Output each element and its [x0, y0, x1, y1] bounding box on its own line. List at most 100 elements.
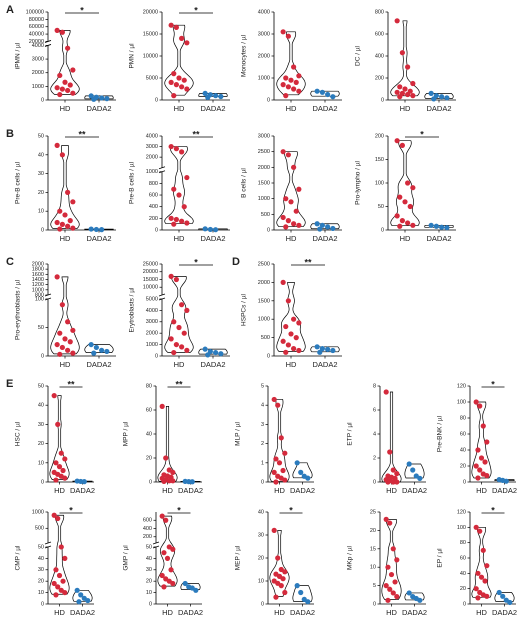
data-point: [399, 218, 405, 224]
y-axis-label: MLP / µl: [235, 422, 242, 446]
data-point: [70, 67, 76, 73]
data-point: [405, 91, 411, 98]
data-point: [330, 94, 336, 100]
y-tick-label: 20000: [29, 39, 44, 45]
y-tick-label: 10: [258, 578, 264, 584]
y-axis-label: MEP / µl: [235, 545, 242, 570]
data-point: [159, 403, 165, 409]
y-tick-label: 1000: [32, 287, 44, 293]
data-point: [53, 477, 59, 483]
data-point: [283, 196, 289, 202]
data-point: [500, 593, 506, 599]
y-tick-label: 20: [460, 463, 466, 469]
x-tick-label: DADA2: [492, 486, 517, 495]
axis-break: [152, 541, 160, 545]
x-tick-label: DADA2: [178, 608, 203, 617]
panel: PMN / µl 0 5000 10000 15000 20000 HD DADA2 *: [129, 5, 230, 113]
significance: **: [192, 129, 200, 139]
data-point: [173, 146, 179, 152]
y-tick-label: 100: [457, 399, 466, 405]
x-tick-label: HD: [274, 608, 285, 617]
data-point: [477, 467, 483, 473]
data-point: [478, 455, 485, 461]
data-point: [189, 479, 195, 485]
y-tick-label: 0: [41, 601, 44, 607]
x-tick-label: DADA2: [70, 486, 95, 495]
data-point: [285, 152, 291, 158]
data-point: [402, 199, 408, 205]
y-tick-label: 0: [463, 479, 466, 485]
data-point: [385, 479, 391, 485]
x-tick-label: DADA2: [402, 486, 427, 495]
y-tick-label: 30: [38, 567, 44, 573]
data-point: [397, 194, 403, 200]
data-point: [54, 85, 60, 91]
data-point: [159, 513, 165, 519]
data-point: [482, 459, 488, 465]
data-point: [171, 186, 177, 192]
y-tick-label: 0: [373, 601, 376, 607]
data-point: [205, 352, 211, 358]
data-point: [428, 90, 434, 96]
panel: MKp / µl 0 5 10 15 20 25 HD DADA2: [347, 509, 427, 617]
y-tick-label: 2000: [146, 331, 158, 337]
x-tick-label: HD: [174, 104, 185, 113]
y-tick-label: 0: [41, 353, 44, 359]
violin: [164, 146, 194, 224]
data-point: [431, 96, 437, 102]
data-point: [275, 555, 281, 561]
data-point: [53, 592, 59, 598]
data-point: [168, 79, 174, 85]
data-point: [280, 467, 286, 474]
y-tick-label: 2500: [258, 261, 270, 267]
data-point: [325, 346, 331, 352]
y-tick-label: 2000: [32, 261, 44, 267]
data-point: [390, 467, 396, 473]
y-tick-label: 3: [261, 422, 264, 428]
y-tick-label: 0: [463, 601, 466, 607]
x-tick-label: HD: [476, 608, 487, 617]
data-point: [475, 570, 481, 576]
data-point: [53, 567, 59, 573]
x-tick-label: DADA2: [178, 486, 203, 495]
data-point: [81, 479, 87, 485]
y-tick-label: 40: [38, 152, 44, 158]
x-tick-label: HD: [60, 360, 71, 369]
data-point: [405, 220, 411, 226]
data-point: [397, 94, 403, 100]
y-tick-label: 80: [146, 383, 152, 389]
data-point: [394, 557, 400, 563]
y-tick-label: 60: [460, 555, 466, 561]
data-point: [93, 226, 99, 233]
data-point: [288, 331, 294, 337]
x-tick-label: DADA2: [492, 608, 517, 617]
data-point: [390, 546, 396, 552]
data-point: [271, 396, 277, 403]
y-tick-label: 100: [457, 525, 466, 531]
data-point: [207, 226, 213, 233]
data-point: [285, 218, 291, 224]
data-point: [173, 216, 179, 223]
data-point: [405, 64, 411, 70]
y-tick-label: 3000: [258, 31, 270, 37]
y-tick-label: 40: [460, 447, 466, 453]
y-axis-label: Monocytes / µl: [241, 34, 248, 77]
data-point: [319, 89, 325, 95]
data-point: [202, 346, 208, 352]
violin: [198, 93, 228, 97]
data-point: [278, 435, 284, 441]
data-point: [181, 77, 187, 83]
data-point: [99, 227, 105, 233]
violin: [180, 583, 201, 590]
y-tick-label: 20: [146, 455, 152, 461]
data-point: [173, 24, 179, 30]
panel: Erytroblasts / µl 0 1000 2000 3000 4000 5000 10…: [129, 257, 230, 369]
y-tick-label: 0: [381, 227, 384, 233]
data-point: [176, 192, 182, 198]
y-tick-label: 10: [146, 590, 152, 596]
data-point: [76, 599, 82, 605]
x-tick-label: DADA2: [402, 608, 427, 617]
data-point: [444, 95, 450, 101]
y-tick-label: 30: [38, 422, 44, 428]
